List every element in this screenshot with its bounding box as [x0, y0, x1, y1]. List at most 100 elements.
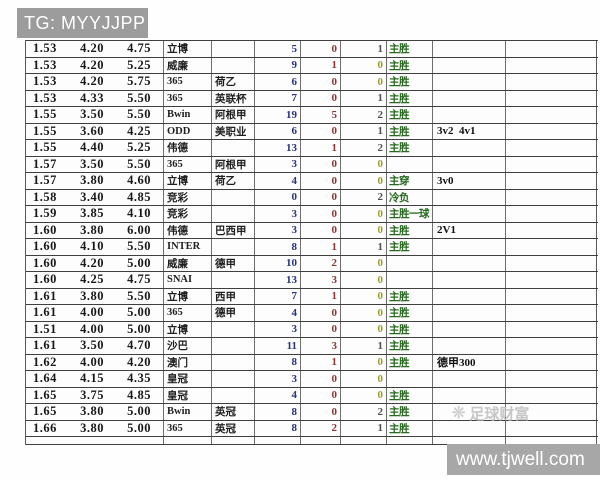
note-cell [433, 189, 506, 205]
count3-cell: 1 [341, 239, 387, 255]
odds-value: 4.10 [80, 239, 104, 254]
odds-cell: 1.60 4.20 5.00 [26, 255, 164, 271]
odds-value: 1.58 [33, 189, 57, 204]
odds-value: 1.60 [33, 255, 57, 270]
result-cell: 主胜 [387, 41, 433, 57]
count1-cell: 13 [255, 272, 301, 288]
empty-cell [164, 437, 212, 444]
result-cell: 主胜 [387, 354, 433, 370]
result-cell: 主胜 [387, 321, 433, 337]
odds-value: 1.65 [33, 387, 57, 402]
odds-value: 4.60 [127, 173, 151, 188]
table-row: 1.53 4.33 5.50 365 英联杯 7 0 1 主胜 [26, 90, 598, 107]
empty-cell [26, 437, 164, 444]
count3-cell: 0 [341, 206, 387, 222]
table-row: 1.64 4.15 4.35 皇冠 3 0 0 [26, 371, 598, 388]
bookmaker-cell: 伟德 [164, 140, 212, 156]
bookmaker-cell: 竞彩 [164, 189, 212, 205]
odds-value: 4.70 [127, 338, 151, 353]
odds-value: 4.20 [80, 255, 104, 270]
league-cell [212, 57, 255, 73]
count3-cell: 0 [341, 74, 387, 90]
odds-value: 1.61 [33, 288, 57, 303]
odds-value: 3.85 [80, 206, 104, 221]
note-cell [433, 156, 506, 172]
count3-cell: 1 [341, 90, 387, 106]
odds-value: 3.50 [80, 338, 104, 353]
result-cell: 主胜 [387, 420, 433, 436]
league-cell [212, 239, 255, 255]
note-cell [433, 338, 506, 354]
tg-watermark-label: TG: MYYJJPP [24, 13, 146, 33]
odds-value: 1.55 [33, 140, 57, 155]
note-cell [433, 272, 506, 288]
bookmaker-cell: 澳门 [164, 354, 212, 370]
count2-cell: 1 [301, 354, 341, 370]
odds-cell: 1.53 4.20 4.75 [26, 41, 164, 57]
table-row: 1.60 3.80 6.00 伟德 巴西甲 3 0 0 主胜 2V1 [26, 222, 598, 239]
count2-cell: 0 [301, 173, 341, 189]
count3-cell: 0 [341, 222, 387, 238]
odds-value: 5.25 [127, 140, 151, 155]
odds-value: 1.53 [33, 57, 57, 72]
odds-value: 1.62 [33, 354, 57, 369]
odds-value: 6.00 [127, 222, 151, 237]
league-cell: 美职业 [212, 123, 255, 139]
odds-value: 5.00 [127, 420, 151, 435]
empty-cell [506, 272, 597, 288]
count1-cell: 4 [255, 305, 301, 321]
empty-cell [506, 123, 597, 139]
table-row: 1.59 3.85 4.10 竞彩 3 0 0 主胜一球 [26, 206, 598, 223]
count1-cell: 7 [255, 288, 301, 304]
count1-cell: 3 [255, 371, 301, 387]
bookmaker-cell: 立博 [164, 321, 212, 337]
bookmaker-cell: 伟德 [164, 222, 212, 238]
count2-cell: 2 [301, 255, 341, 271]
count1-cell: 8 [255, 239, 301, 255]
count1-cell: 8 [255, 404, 301, 420]
count1-cell: 4 [255, 387, 301, 403]
empty-cell [506, 338, 597, 354]
bookmaker-cell: 皇冠 [164, 371, 212, 387]
empty-cell [433, 437, 506, 444]
odds-cell: 1.61 3.80 5.50 [26, 288, 164, 304]
count2-cell: 0 [301, 123, 341, 139]
odds-value: 5.50 [127, 107, 151, 122]
count2-cell: 0 [301, 404, 341, 420]
count3-cell: 1 [341, 123, 387, 139]
count3-cell: 0 [341, 354, 387, 370]
table-row: 1.57 3.80 4.60 立博 荷乙 4 0 0 主穿 3v0 [26, 173, 598, 190]
count2-cell: 1 [301, 57, 341, 73]
odds-value: 5.25 [127, 57, 151, 72]
odds-value: 3.75 [80, 387, 104, 402]
league-cell [212, 41, 255, 57]
count2-cell: 0 [301, 74, 341, 90]
note-cell [433, 140, 506, 156]
empty-cell [506, 305, 597, 321]
count2-cell: 0 [301, 387, 341, 403]
odds-value: 1.64 [33, 371, 57, 386]
empty-cell [506, 90, 597, 106]
note-cell [433, 107, 506, 123]
count3-cell: 0 [341, 305, 387, 321]
odds-value: 5.50 [127, 239, 151, 254]
empty-cell [506, 321, 597, 337]
table-row: 1.58 3.40 4.85 竞彩 0 0 2 冷负 [26, 189, 598, 206]
odds-value: 3.80 [80, 173, 104, 188]
count2-cell: 0 [301, 222, 341, 238]
odds-value: 4.00 [80, 354, 104, 369]
bookmaker-cell: 365 [164, 74, 212, 90]
count2-cell: 0 [301, 371, 341, 387]
league-cell: 巴西甲 [212, 222, 255, 238]
count3-cell: 2 [341, 189, 387, 205]
result-cell: 主胜 [387, 404, 433, 420]
odds-value: 4.85 [127, 387, 151, 402]
odds-value: 3.80 [80, 222, 104, 237]
empty-cell [506, 41, 597, 57]
site-watermark: www.tjwell.com [447, 444, 600, 475]
table-row: 1.55 4.40 5.25 伟德 13 1 2 主胜 [26, 140, 598, 157]
count1-cell: 7 [255, 90, 301, 106]
odds-value: 4.00 [80, 305, 104, 320]
odds-value: 1.57 [33, 156, 57, 171]
result-cell [387, 272, 433, 288]
